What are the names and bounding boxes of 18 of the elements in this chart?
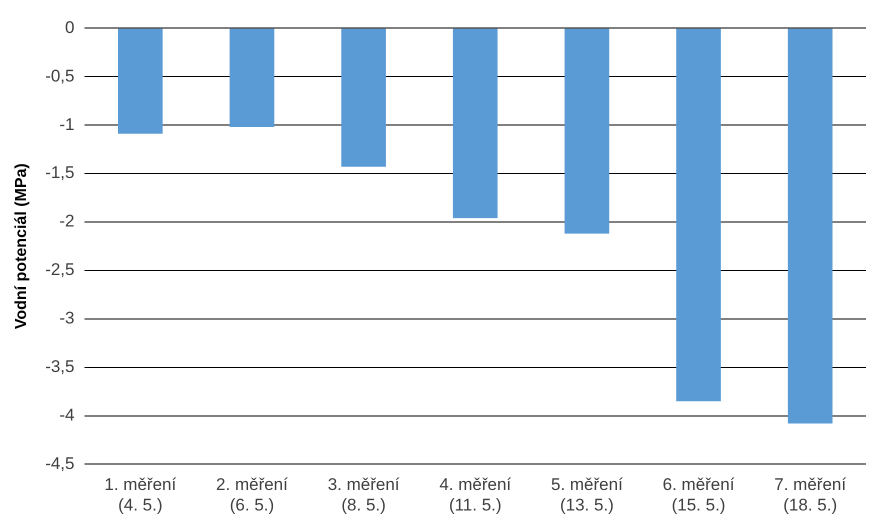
y-tick-label: -3 [59, 308, 74, 328]
y-tick-label: -1 [59, 114, 74, 134]
x-tick-label: 1. měření (4. 5.) [104, 475, 176, 514]
y-tick-label: -4,5 [45, 454, 74, 473]
y-tick-label: -0,5 [45, 66, 74, 86]
y-tick-label: -1,5 [45, 163, 74, 182]
x-tick-label: 7. měření (18. 5.) [774, 475, 846, 514]
x-tick-label: 4. měření (11. 5.) [439, 475, 512, 514]
y-tick-label: -2 [59, 212, 74, 231]
y-tick-label: -2,5 [45, 260, 74, 280]
y-tick-label: -4 [59, 405, 74, 424]
y-axis-title: Vodní potenciál (MPa) [13, 163, 30, 330]
x-tick-label: 6. měření (15. 5.) [662, 475, 735, 514]
x-tick-label: 3. měření (8. 5.) [328, 475, 400, 514]
y-tick-label: -3,5 [45, 357, 74, 376]
y-tick-label: 0 [65, 18, 74, 37]
x-tick-label: 5. měření (13. 5.) [550, 475, 624, 514]
x-tick-label: 2. měření (6. 5.) [216, 475, 288, 514]
